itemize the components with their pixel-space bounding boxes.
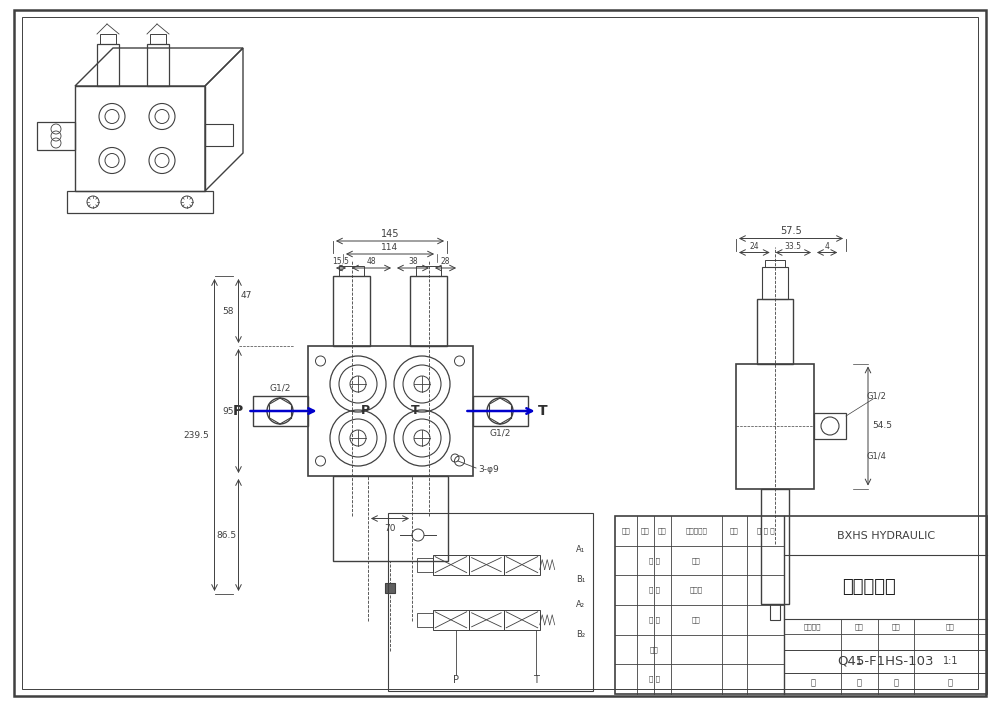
Text: 4: 4	[825, 242, 830, 251]
Bar	[388, 513, 593, 691]
Text: G1/2: G1/2	[866, 392, 886, 400]
Text: 设 计: 设 计	[649, 557, 660, 564]
Text: A₁: A₁	[576, 545, 585, 554]
Text: 处数: 处数	[641, 527, 650, 534]
Text: 1:1: 1:1	[943, 656, 958, 666]
Bar	[473, 396, 528, 426]
Text: 1: 1	[856, 656, 862, 666]
Bar	[504, 555, 540, 575]
Bar	[417, 558, 433, 572]
Bar	[37, 122, 75, 150]
Text: 重量: 重量	[891, 623, 900, 630]
Text: 比例: 比例	[946, 623, 955, 630]
Bar	[150, 34, 166, 44]
Text: 分区: 分区	[658, 527, 667, 534]
Text: T: T	[533, 675, 539, 685]
Bar	[757, 299, 793, 364]
Bar	[770, 604, 780, 619]
Bar	[433, 610, 469, 630]
Bar	[416, 266, 441, 276]
Bar	[385, 583, 395, 593]
Text: P: P	[360, 405, 370, 417]
Text: 审 核: 审 核	[649, 616, 660, 623]
Text: 3-φ9: 3-φ9	[478, 465, 499, 474]
Bar	[97, 44, 119, 86]
Text: 86.5: 86.5	[216, 530, 237, 539]
Text: P: P	[453, 675, 459, 685]
Text: 145: 145	[381, 229, 399, 239]
Text: 38: 38	[408, 258, 418, 266]
Bar	[333, 276, 370, 346]
Text: G1/4: G1/4	[866, 452, 886, 460]
Bar	[75, 86, 205, 191]
Bar	[469, 555, 504, 575]
Bar	[67, 191, 213, 213]
Bar	[205, 124, 233, 146]
Text: G1/2: G1/2	[489, 429, 511, 438]
Text: G1/2: G1/2	[269, 383, 291, 393]
Text: 外观连接图: 外观连接图	[843, 578, 896, 596]
Text: 数量: 数量	[855, 623, 864, 630]
Text: 批准: 批准	[692, 616, 701, 623]
Bar	[417, 613, 433, 627]
Text: 24: 24	[750, 242, 759, 251]
Text: 更改文件号: 更改文件号	[685, 527, 707, 534]
Bar	[147, 44, 169, 86]
Text: 共: 共	[810, 679, 815, 688]
Text: 47: 47	[241, 292, 252, 301]
Bar	[332, 476, 448, 561]
Bar	[469, 610, 504, 630]
Text: 57.5: 57.5	[780, 225, 802, 236]
Text: 需要标记: 需要标记	[804, 623, 821, 630]
Text: 48: 48	[367, 258, 376, 266]
Bar	[504, 610, 540, 630]
Bar	[100, 34, 116, 44]
Text: BXHS HYDRAULIC: BXHS HYDRAULIC	[837, 531, 935, 541]
Bar	[615, 516, 987, 694]
Text: 15.5: 15.5	[333, 258, 349, 266]
Text: 批 准: 批 准	[649, 676, 660, 683]
Bar	[762, 266, 788, 299]
Text: 年 月 日: 年 月 日	[757, 527, 774, 534]
Text: 签名: 签名	[730, 527, 739, 534]
Text: B₁: B₁	[576, 575, 585, 584]
Text: 标准化: 标准化	[690, 587, 703, 594]
Text: 制 图: 制 图	[649, 587, 660, 594]
Bar	[433, 555, 469, 575]
Text: 54.5: 54.5	[872, 421, 892, 431]
Text: P: P	[232, 404, 243, 418]
Text: Q45-F1HS-103: Q45-F1HS-103	[837, 654, 934, 668]
Text: T: T	[411, 405, 419, 417]
Text: 标记: 标记	[622, 527, 630, 534]
Text: 95: 95	[223, 407, 234, 416]
Text: 28: 28	[441, 258, 450, 266]
Bar	[252, 396, 308, 426]
Text: 张: 张	[857, 679, 862, 688]
Bar	[814, 413, 846, 439]
Text: B₂: B₂	[576, 630, 585, 640]
Bar	[339, 266, 364, 276]
Bar	[765, 260, 785, 266]
Text: 239.5: 239.5	[184, 431, 209, 440]
Text: 审核: 审核	[650, 646, 659, 653]
Bar	[410, 276, 447, 346]
Text: 第: 第	[893, 679, 898, 688]
Text: 58: 58	[223, 306, 234, 316]
Text: 70: 70	[384, 524, 396, 533]
Text: T: T	[538, 404, 547, 418]
Text: 33.5: 33.5	[785, 242, 802, 251]
Text: 张: 张	[948, 679, 953, 688]
Text: A₂: A₂	[576, 600, 585, 609]
Bar	[761, 489, 789, 604]
Text: 114: 114	[381, 244, 399, 253]
Bar	[736, 364, 814, 489]
Text: 工艺: 工艺	[692, 557, 701, 564]
Bar	[308, 346, 473, 476]
